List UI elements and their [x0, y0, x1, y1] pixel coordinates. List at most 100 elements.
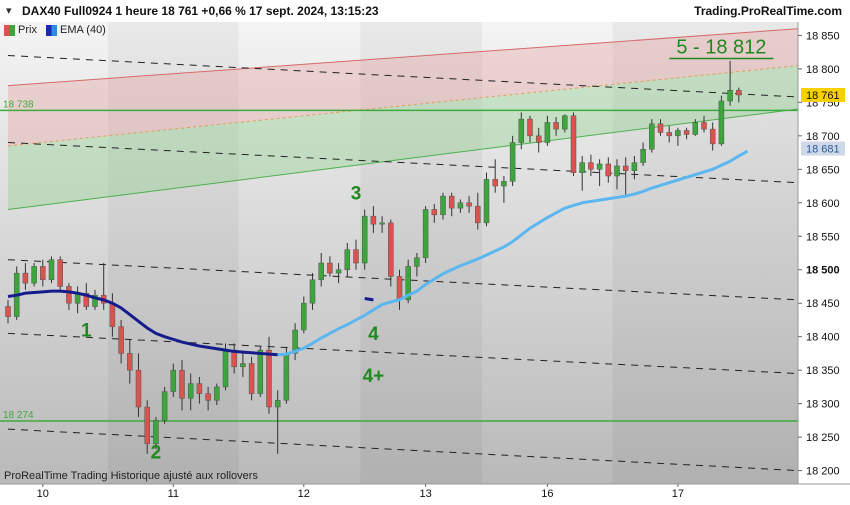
legend-ema[interactable]: EMA (40) — [46, 24, 106, 36]
candle-body — [535, 135, 542, 143]
wave-label: 4+ — [363, 366, 385, 387]
x-tick-label: 16 — [541, 488, 553, 500]
candle-body — [666, 132, 672, 137]
y-tick-label: 18 300 — [806, 399, 840, 411]
day-band — [612, 22, 798, 484]
y-tick-label: 18 550 — [806, 231, 840, 243]
dashed-trend-line — [7, 259, 799, 301]
y-tick-label: 18 350 — [806, 365, 840, 377]
candle-body — [596, 163, 603, 170]
candle-body — [718, 100, 725, 145]
candle-body — [562, 115, 568, 130]
candle-body — [283, 353, 290, 401]
candle-body — [240, 363, 246, 368]
candle-body — [431, 209, 438, 216]
candle-body — [92, 294, 98, 307]
x-tick-label: 17 — [672, 488, 684, 500]
candle-body — [31, 266, 37, 284]
candle-body — [361, 215, 368, 264]
candle-body — [205, 393, 211, 401]
candle-body — [83, 292, 90, 307]
dashed-trend-line — [7, 428, 799, 472]
candle-body — [692, 122, 699, 135]
candle-body — [170, 369, 177, 392]
candle-body — [353, 249, 359, 264]
x-tick-label: 10 — [37, 488, 49, 500]
candle-body — [501, 181, 507, 187]
ema-value-badge — [801, 141, 845, 156]
candle-body — [405, 266, 411, 301]
candle-body — [492, 179, 498, 187]
y-tick-label: 18 250 — [806, 432, 840, 444]
candle-body — [422, 209, 429, 258]
candle-body — [605, 163, 612, 177]
candle-body — [683, 130, 690, 135]
candle-body — [466, 202, 472, 207]
candle-body — [161, 391, 168, 421]
candle-body — [327, 262, 333, 274]
candle-body — [153, 420, 159, 445]
day-band — [108, 22, 239, 484]
brand-label: Trading.ProRealTime.com — [694, 4, 842, 18]
candle-body — [579, 162, 585, 173]
candle-body — [222, 349, 229, 388]
candle-body — [135, 369, 142, 408]
y-tick-label: 18 400 — [806, 332, 840, 344]
channel-lower-zone — [8, 65, 798, 210]
price-swatch-icon — [4, 24, 15, 36]
channel-lower-line — [7, 108, 799, 210]
candle-body — [640, 148, 646, 163]
footer-note: ProRealTime Trading Historique ajusté au… — [4, 470, 258, 482]
wave-label: 4 — [368, 324, 379, 345]
level-label: 18 738 — [3, 99, 34, 110]
last-price-label: 18 761 — [806, 90, 840, 102]
candle-body — [179, 369, 185, 399]
candle-body — [292, 329, 298, 354]
y-tick-label: 18 850 — [806, 30, 840, 42]
candle-body — [657, 123, 664, 133]
candle-body — [414, 257, 420, 267]
y-tick-label: 18 450 — [806, 298, 840, 310]
candle-body — [66, 286, 72, 304]
ema-marker — [364, 297, 374, 302]
dashed-trend-line — [7, 142, 799, 184]
y-tick-label: 18 800 — [806, 64, 840, 76]
candle-body — [22, 272, 29, 284]
candle-body — [701, 122, 707, 130]
plot-background — [0, 22, 798, 484]
legend-price-label: Prix — [18, 24, 37, 36]
candle-body — [248, 363, 255, 394]
candle-body — [344, 249, 351, 270]
candle-body — [301, 302, 307, 331]
channel-upper-line — [7, 28, 799, 87]
candle-body — [736, 90, 742, 96]
x-axis-panel — [0, 484, 850, 500]
candle-body — [527, 118, 533, 137]
last-price-badge — [801, 87, 845, 102]
chart-header: ▾ DAX40 Full0924 1 heure 18 761 +0,66 % … — [0, 0, 850, 22]
dashed-trend-line — [7, 54, 799, 98]
candle-body — [109, 302, 116, 327]
wave-label: 2 — [151, 443, 162, 464]
y-tick-label: 18 200 — [806, 466, 840, 478]
x-tick-label: 11 — [168, 488, 179, 500]
candle-body — [274, 400, 281, 408]
candle-body — [518, 118, 525, 143]
candle-body — [379, 222, 385, 225]
legend-ema-label: EMA (40) — [60, 24, 106, 36]
y-tick-label: 18 650 — [806, 164, 840, 176]
y-tick-label: 18 700 — [806, 131, 840, 143]
candle-body — [40, 266, 46, 281]
candle-body — [5, 306, 11, 317]
candle-body — [649, 123, 655, 150]
candle-body — [709, 128, 716, 145]
candle-body — [187, 383, 194, 399]
candle-body — [335, 269, 342, 274]
candle-body — [318, 262, 324, 281]
legend-price[interactable]: Prix — [4, 24, 37, 36]
candle-body — [509, 142, 516, 182]
candle-body — [144, 406, 150, 445]
chevron-down-icon[interactable]: ▾ — [6, 5, 12, 17]
y-tick-label: 18 500 — [806, 265, 840, 277]
level-label: 18 274 — [3, 410, 34, 421]
